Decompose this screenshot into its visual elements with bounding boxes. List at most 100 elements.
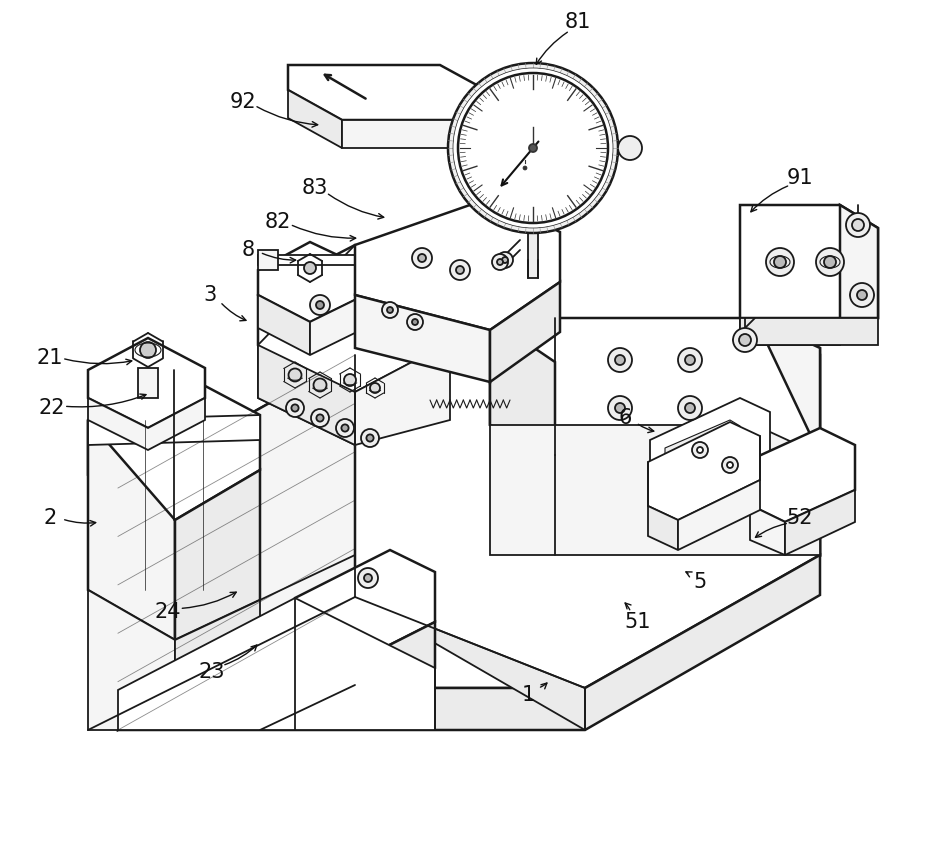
Circle shape — [316, 301, 324, 309]
Text: 52: 52 — [787, 508, 813, 528]
Circle shape — [448, 63, 618, 233]
Circle shape — [685, 403, 695, 413]
Text: 91: 91 — [787, 168, 813, 188]
Circle shape — [497, 252, 513, 268]
Circle shape — [364, 574, 372, 582]
Polygon shape — [310, 295, 365, 355]
Polygon shape — [258, 345, 355, 445]
Circle shape — [497, 259, 503, 265]
Polygon shape — [288, 90, 342, 148]
Circle shape — [727, 462, 733, 468]
Polygon shape — [528, 233, 538, 278]
Circle shape — [692, 442, 708, 458]
Polygon shape — [650, 490, 680, 535]
Polygon shape — [755, 455, 820, 555]
Circle shape — [492, 254, 508, 270]
Circle shape — [615, 355, 625, 365]
Polygon shape — [665, 420, 740, 485]
Circle shape — [304, 262, 316, 274]
Circle shape — [456, 266, 464, 274]
Polygon shape — [740, 318, 878, 345]
Polygon shape — [750, 428, 855, 522]
Polygon shape — [118, 598, 435, 730]
Polygon shape — [355, 295, 490, 382]
Text: 23: 23 — [199, 662, 225, 682]
Polygon shape — [355, 342, 450, 445]
Text: 3: 3 — [203, 285, 216, 305]
Text: 5: 5 — [694, 572, 707, 592]
Circle shape — [316, 415, 324, 421]
Text: 21: 21 — [37, 348, 63, 368]
Circle shape — [678, 396, 702, 420]
Circle shape — [857, 290, 867, 300]
Circle shape — [450, 260, 470, 280]
Circle shape — [286, 399, 304, 417]
Polygon shape — [88, 398, 205, 450]
Circle shape — [453, 68, 613, 228]
Polygon shape — [88, 338, 205, 428]
Polygon shape — [678, 480, 760, 550]
Text: 1: 1 — [521, 685, 534, 705]
Polygon shape — [490, 318, 820, 455]
Polygon shape — [258, 242, 365, 322]
Circle shape — [342, 425, 348, 431]
Polygon shape — [88, 590, 175, 730]
Circle shape — [292, 404, 298, 412]
Circle shape — [358, 568, 378, 588]
Circle shape — [678, 348, 702, 372]
Circle shape — [608, 348, 632, 372]
Polygon shape — [740, 205, 878, 318]
Polygon shape — [840, 205, 878, 318]
Polygon shape — [355, 198, 560, 330]
Polygon shape — [288, 65, 495, 120]
Circle shape — [382, 302, 398, 318]
Polygon shape — [750, 505, 785, 555]
Circle shape — [722, 457, 738, 473]
Text: 92: 92 — [230, 92, 256, 112]
Text: 2: 2 — [43, 508, 56, 528]
Polygon shape — [785, 490, 855, 555]
Polygon shape — [355, 597, 585, 730]
Circle shape — [739, 334, 751, 346]
Circle shape — [418, 254, 426, 262]
Circle shape — [523, 166, 527, 170]
Text: 83: 83 — [302, 178, 328, 198]
Circle shape — [529, 144, 537, 152]
Polygon shape — [88, 420, 175, 640]
Polygon shape — [258, 295, 310, 355]
Polygon shape — [650, 398, 770, 505]
Circle shape — [766, 248, 794, 276]
Polygon shape — [680, 462, 770, 535]
Circle shape — [289, 369, 301, 382]
Polygon shape — [648, 422, 760, 520]
Polygon shape — [740, 318, 840, 345]
Polygon shape — [118, 555, 820, 730]
Polygon shape — [490, 318, 555, 455]
Circle shape — [370, 383, 380, 393]
Polygon shape — [490, 282, 560, 382]
Polygon shape — [490, 425, 820, 555]
Polygon shape — [118, 355, 355, 730]
Polygon shape — [88, 415, 260, 445]
Polygon shape — [295, 550, 435, 670]
Text: 82: 82 — [264, 212, 291, 232]
Circle shape — [412, 319, 418, 325]
Circle shape — [361, 429, 379, 447]
Circle shape — [336, 419, 354, 437]
Circle shape — [412, 248, 432, 268]
Circle shape — [774, 256, 786, 268]
Circle shape — [140, 342, 156, 358]
Polygon shape — [258, 250, 278, 270]
Polygon shape — [175, 600, 260, 730]
Circle shape — [366, 434, 374, 442]
Circle shape — [344, 374, 356, 386]
Circle shape — [313, 378, 327, 392]
Polygon shape — [755, 318, 820, 555]
Polygon shape — [342, 120, 495, 148]
Polygon shape — [138, 368, 158, 398]
Circle shape — [608, 396, 632, 420]
Text: 8: 8 — [242, 240, 255, 260]
Text: 81: 81 — [565, 12, 591, 32]
Polygon shape — [88, 370, 260, 520]
Circle shape — [816, 248, 844, 276]
